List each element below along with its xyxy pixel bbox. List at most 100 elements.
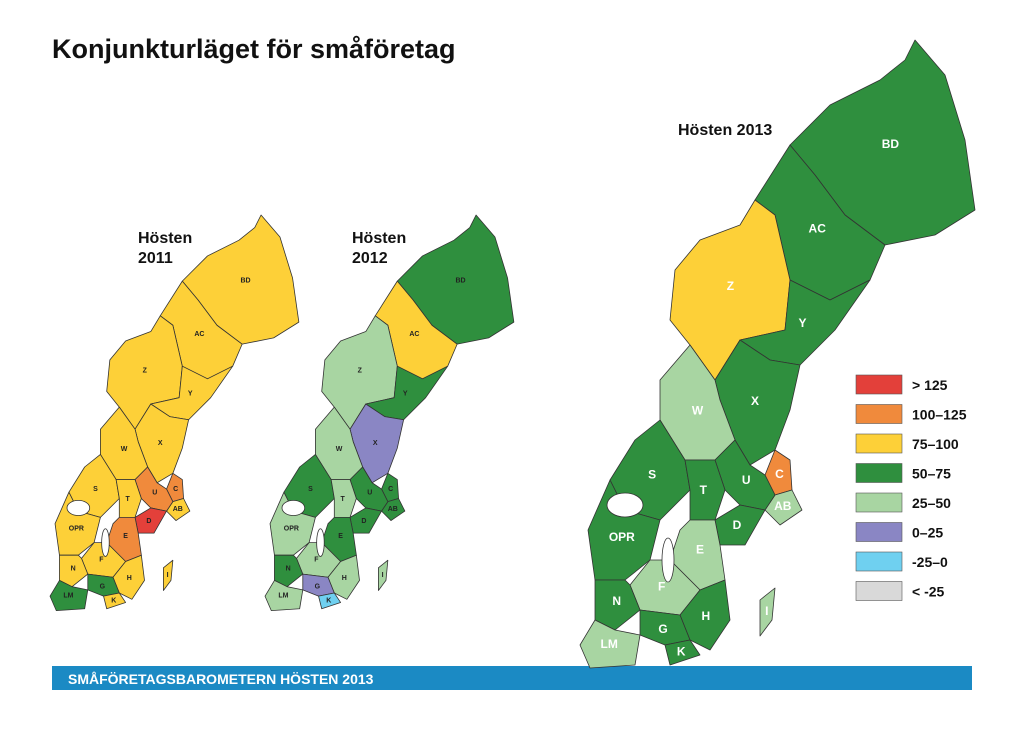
legend-swatch (855, 463, 903, 483)
region-code: BD (456, 278, 466, 285)
legend-swatch (855, 522, 903, 542)
legend-label: -25–0 (912, 554, 948, 570)
region-code: D (361, 518, 366, 525)
footer-text: SMÅFÖRETAGSBAROMETERN HÖSTEN 2013 (68, 671, 374, 687)
region-code: C (775, 467, 784, 481)
region-code: T (126, 496, 131, 503)
region-code: OPR (609, 530, 635, 544)
region-code: X (751, 394, 759, 408)
region (759, 587, 776, 637)
region-code: F (658, 580, 665, 594)
region-code: G (100, 583, 106, 590)
region (579, 619, 641, 669)
region-code: Y (188, 391, 193, 398)
legend-label: > 125 (912, 377, 948, 393)
lake (101, 528, 110, 557)
region-code: OPR (284, 526, 299, 533)
region-code: T (700, 483, 708, 497)
region (377, 559, 389, 591)
region-code: T (341, 496, 346, 503)
region-code: C (388, 486, 393, 493)
region-code: BD (241, 278, 251, 285)
region-code: W (121, 446, 128, 453)
region-code: C (173, 486, 178, 493)
region-code: I (382, 572, 384, 579)
legend-label: 100–125 (912, 407, 967, 423)
region-code: X (373, 440, 378, 447)
region (49, 580, 89, 612)
region-code: N (71, 566, 76, 573)
region-code: X (158, 440, 163, 447)
region (103, 592, 126, 610)
legend-label: 50–75 (912, 466, 951, 482)
region-code: E (338, 533, 343, 540)
region-code: AC (809, 221, 827, 235)
region-code: U (742, 473, 751, 487)
region-code: I (167, 572, 169, 579)
region (264, 580, 304, 612)
region-code: S (648, 467, 656, 481)
region-code: W (692, 404, 704, 418)
region-code: D (146, 518, 151, 525)
region-code: W (336, 446, 343, 453)
region-code: AC (409, 331, 419, 338)
lake (281, 499, 306, 516)
region-code: AB (774, 499, 792, 513)
region-code: K (326, 597, 331, 604)
region-code: F (99, 557, 104, 564)
legend-swatch (855, 374, 903, 395)
region-code: K (677, 644, 686, 658)
region-code: E (696, 542, 704, 556)
region-code: Z (727, 279, 734, 293)
region-code: F (314, 557, 319, 564)
region-code: Y (798, 316, 806, 330)
region-code: Z (358, 367, 363, 374)
region-code: Y (403, 391, 408, 398)
map-label: Hösten (138, 230, 192, 247)
legend-swatch (855, 581, 903, 601)
legend-label: 0–25 (912, 525, 943, 541)
region-code: H (127, 575, 132, 582)
lake (661, 537, 675, 583)
lake (316, 528, 325, 557)
map-label: 2011 (138, 250, 173, 267)
region-code: I (765, 604, 768, 618)
legend-swatch (855, 551, 903, 572)
region-code: LM (63, 593, 73, 600)
region-code: AB (173, 506, 183, 513)
region-code: N (286, 566, 291, 573)
region-code: LM (278, 593, 288, 600)
region-code: OPR (69, 526, 84, 533)
region-code: AB (388, 506, 398, 513)
region-code: H (701, 609, 710, 623)
legend-swatch (855, 492, 903, 513)
map-label: 2012 (352, 250, 388, 267)
legend-swatch (855, 404, 903, 424)
map-label: Hösten 2013 (678, 122, 772, 139)
legend-swatch (855, 433, 903, 454)
region-code: G (315, 583, 321, 590)
title: Konjunkturläget för småföretag (52, 34, 456, 64)
region-code: U (367, 490, 372, 497)
legend-label: 75–100 (912, 436, 959, 452)
region-code: G (658, 622, 667, 636)
legend-label: < -25 (912, 584, 945, 600)
region-code: D (733, 518, 742, 532)
region (664, 639, 701, 666)
region-code: Z (143, 367, 148, 374)
region-code: LM (601, 637, 618, 651)
footer-bar (52, 666, 972, 690)
region-code: U (152, 490, 157, 497)
lake (66, 499, 91, 516)
region-code: K (111, 597, 116, 604)
legend-label: 25–50 (912, 495, 951, 511)
region-code: S (308, 486, 313, 493)
region-code: AC (194, 331, 204, 338)
lake (606, 492, 644, 518)
region (318, 592, 342, 610)
region-code: E (123, 533, 128, 540)
region-code: BD (882, 137, 900, 151)
region-code: N (612, 594, 621, 608)
map-label: Hösten (352, 230, 406, 247)
